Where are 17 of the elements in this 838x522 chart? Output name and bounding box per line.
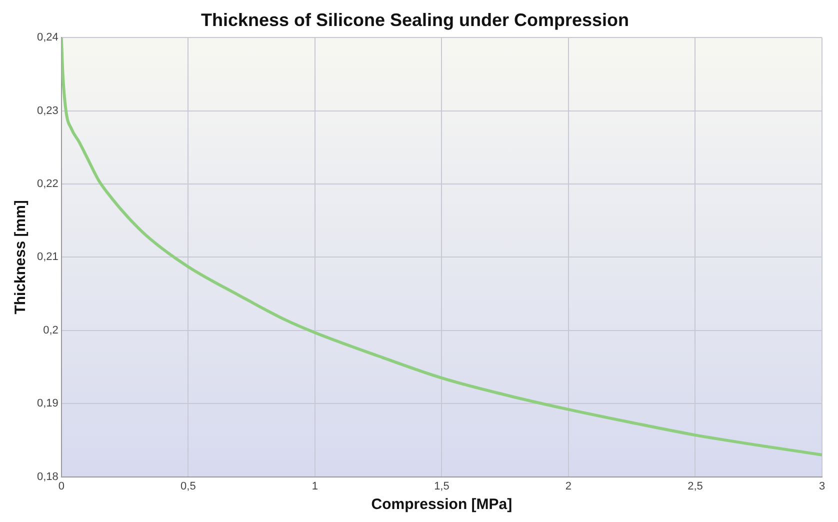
y-axis-title: Thickness [mm] xyxy=(12,200,30,314)
y-tick-label: 0,22 xyxy=(36,178,58,190)
x-tick-label: 3 xyxy=(818,480,826,492)
x-tick-label: 1,5 xyxy=(434,480,450,492)
y-tick-label: 0,2 xyxy=(43,324,58,336)
x-tick-label: 0 xyxy=(58,480,64,492)
chart-title: Thickness of Silicone Sealing under Compression xyxy=(200,10,630,30)
x-tick-label: 2 xyxy=(565,480,572,492)
y-tick-label: 0,21 xyxy=(36,251,58,264)
y-tick-label: 0,19 xyxy=(36,398,58,410)
x-tick-label: 1 xyxy=(312,480,318,492)
y-tick-label: 0,23 xyxy=(36,104,58,117)
y-tick-label: 0,24 xyxy=(36,32,58,44)
y-tick-label: 0,18 xyxy=(36,470,58,483)
x-tick-label: 2,5 xyxy=(688,480,703,492)
x-axis-title: Compression [MPa] xyxy=(371,496,512,514)
x-tick-label: 0,5 xyxy=(180,480,196,492)
